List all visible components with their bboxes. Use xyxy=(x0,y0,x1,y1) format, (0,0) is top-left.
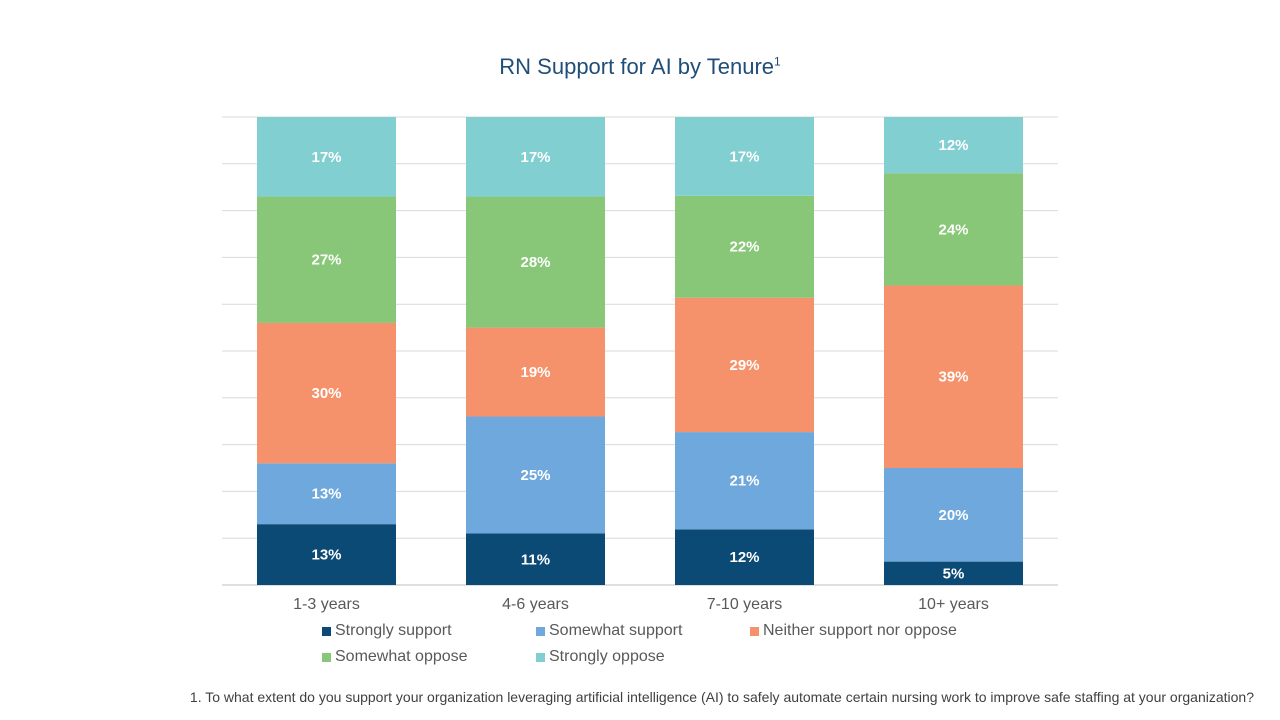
legend-item-somewhat-support: Somewhat support xyxy=(536,622,750,640)
stacked-bar-chart: 13% 13% 30% 27% 17% 1-3 years 11% 25% 19% 28% 17% 4… xyxy=(222,116,1058,613)
bar-segment xyxy=(884,561,1023,585)
data-label: 30% xyxy=(311,385,341,402)
data-label: 21% xyxy=(729,473,759,490)
chart-legend: Strongly support Somewhat support Neithe… xyxy=(322,622,1022,666)
data-label: 13% xyxy=(311,486,341,503)
data-label: 25% xyxy=(520,467,550,484)
bar-segment xyxy=(884,117,1023,174)
legend-label: Strongly support xyxy=(335,622,452,639)
bar-segment xyxy=(884,173,1023,286)
legend-item-somewhat-oppose: Somewhat oppose xyxy=(322,648,536,666)
bar-segment xyxy=(675,529,814,585)
data-label: 5% xyxy=(943,565,965,582)
bar-segment xyxy=(466,416,605,534)
legend-item-neither: Neither support nor oppose xyxy=(750,622,1010,640)
bar-segment xyxy=(466,117,605,197)
data-label: 11% xyxy=(521,551,550,568)
bar-segment xyxy=(675,195,814,298)
bar-segment xyxy=(466,196,605,328)
legend-swatch xyxy=(322,626,331,636)
legend-item-strongly-oppose: Strongly oppose xyxy=(536,648,750,666)
chart-title-text: RN Support for AI by Tenure xyxy=(499,54,775,79)
data-label: 28% xyxy=(520,254,550,271)
data-label: 17% xyxy=(520,149,550,166)
data-label: 19% xyxy=(520,364,550,381)
legend-label: Somewhat oppose xyxy=(335,648,468,665)
legend-label: Neither support nor oppose xyxy=(763,622,957,639)
data-label: 20% xyxy=(938,507,968,524)
data-label: 12% xyxy=(729,549,759,566)
legend-item-strongly-support: Strongly support xyxy=(322,622,536,640)
bar-segment xyxy=(884,468,1023,562)
bar-segment xyxy=(257,196,396,323)
x-tick-label: 7-10 years xyxy=(707,596,783,613)
bar-segment xyxy=(257,322,396,464)
bar-segment xyxy=(675,297,814,433)
data-label: 17% xyxy=(729,148,759,165)
bar-segment xyxy=(675,432,814,530)
data-label: 12% xyxy=(938,137,968,154)
x-tick-label: 10+ years xyxy=(918,596,989,613)
bar-segment xyxy=(257,524,396,585)
bar-segment xyxy=(257,117,396,197)
legend-swatch xyxy=(536,652,545,662)
data-label: 27% xyxy=(311,252,341,269)
legend-swatch xyxy=(536,626,545,636)
data-label: 29% xyxy=(729,357,759,374)
x-tick-label: 1-3 years xyxy=(293,596,360,613)
chart-title: RN Support for AI by Tenure1 xyxy=(0,54,1280,80)
legend-swatch xyxy=(322,652,331,662)
legend-label: Strongly oppose xyxy=(549,648,665,665)
bar-segment xyxy=(466,533,605,585)
bar-segment xyxy=(675,117,814,196)
bar-segment xyxy=(257,463,396,525)
data-label: 39% xyxy=(938,369,968,386)
data-label: 24% xyxy=(938,221,968,238)
title-footnote-marker: 1 xyxy=(774,54,781,69)
data-label: 17% xyxy=(311,149,341,166)
footnote: 1. To what extent do you support your or… xyxy=(189,689,1254,705)
bar-segment xyxy=(466,327,605,417)
data-label: 13% xyxy=(311,547,341,564)
legend-label: Somewhat support xyxy=(549,622,683,639)
legend-swatch xyxy=(750,626,759,636)
bar-segment xyxy=(884,285,1023,468)
data-label: 22% xyxy=(729,239,759,256)
x-tick-label: 4-6 years xyxy=(502,596,569,613)
